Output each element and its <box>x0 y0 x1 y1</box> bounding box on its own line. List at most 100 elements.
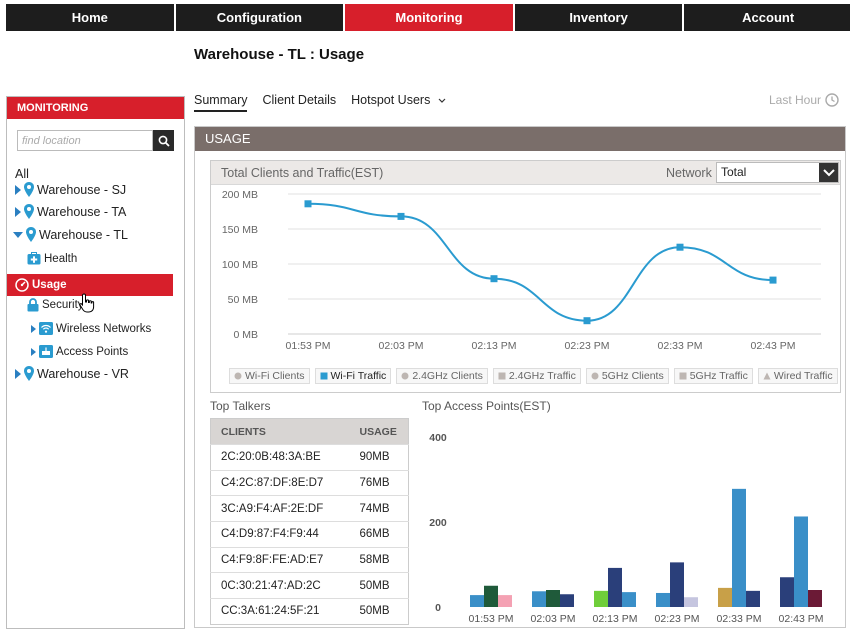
expand-icon[interactable] <box>15 206 21 217</box>
y-tick-label: 400 <box>429 432 447 444</box>
data-point[interactable] <box>304 200 312 208</box>
location-pin-icon <box>26 227 36 242</box>
nav-tab-account[interactable]: Account <box>684 4 850 31</box>
tree-item-label: Wireless Networks <box>56 322 152 335</box>
tree-item-label: Usage <box>32 279 67 291</box>
bar[interactable] <box>484 585 498 607</box>
bar[interactable] <box>532 591 546 607</box>
data-point[interactable] <box>583 317 591 325</box>
legend-item[interactable]: 5GHz Traffic <box>673 368 753 384</box>
location-search-input[interactable] <box>17 130 153 151</box>
bar[interactable] <box>546 590 560 607</box>
data-point[interactable] <box>769 276 777 284</box>
bar[interactable] <box>622 592 636 607</box>
bar[interactable] <box>594 590 608 607</box>
tree-item-warehouse-ta[interactable]: Warehouse - TA <box>15 204 126 219</box>
bar[interactable] <box>684 597 698 607</box>
bar[interactable] <box>470 595 484 607</box>
time-range-selector[interactable]: Last Hour <box>769 93 839 107</box>
bar[interactable] <box>656 592 670 607</box>
tree-item-security[interactable]: Security <box>27 298 84 312</box>
data-point[interactable] <box>490 275 498 283</box>
x-tick-label: 02:43 PM <box>779 613 824 625</box>
column-header: CLIENTS <box>210 418 350 445</box>
data-point[interactable] <box>397 212 405 220</box>
legend-item[interactable]: Wi-Fi Traffic <box>314 368 392 384</box>
time-range-label: Last Hour <box>769 93 822 107</box>
bar[interactable] <box>718 587 732 607</box>
tree-item-label: Access Points <box>56 345 129 358</box>
bar[interactable] <box>608 567 622 607</box>
bar[interactable] <box>560 594 574 607</box>
series-line-wifi-traffic <box>307 202 774 322</box>
tab-hotspot-users[interactable]: Hotspot Users <box>351 93 446 112</box>
client-mac-cell: CC:3A:61:24:5F:21 <box>210 598 350 625</box>
tree-item-warehouse-tl[interactable]: Warehouse - TL <box>13 227 128 242</box>
client-mac-cell: 2C:20:0B:48:3A:BE <box>210 444 350 471</box>
bar[interactable] <box>780 577 794 607</box>
nav-tab-monitoring[interactable]: Monitoring <box>345 4 513 31</box>
table-row: CC:3A:61:24:5F:21 50MB <box>210 598 409 625</box>
nav-tab-home[interactable]: Home <box>6 4 174 31</box>
expand-icon[interactable] <box>15 368 21 379</box>
legend-item[interactable]: Wi-Fi Clients <box>229 368 310 384</box>
bar[interactable] <box>808 590 822 607</box>
tab-client-details[interactable]: Client Details <box>262 93 337 107</box>
data-point[interactable] <box>676 243 684 251</box>
tree-item-access-points[interactable]: Access Points <box>31 345 128 358</box>
bar[interactable] <box>732 488 746 607</box>
x-tick-label: 02:13 PM <box>472 340 517 352</box>
expand-icon[interactable] <box>31 324 36 333</box>
legend-item[interactable]: 2.4GHz Clients <box>396 368 488 384</box>
tree-item-label: All <box>15 167 29 181</box>
tree-item-label: Warehouse - SJ <box>37 182 127 197</box>
chart-title: Total Clients and Traffic(EST) <box>221 166 384 180</box>
top-talkers-table: CLIENTS USAGE 2C:20:0B:48:3A:BE 90MB C4:2C… <box>210 418 409 625</box>
nav-tab-inventory[interactable]: Inventory <box>514 4 683 31</box>
nav-tab-configuration[interactable]: Configuration <box>175 4 344 31</box>
legend-label: Wired Traffic <box>773 370 833 382</box>
usage-cell: 74MB <box>349 495 409 522</box>
tree-item-warehouse-sj[interactable]: Warehouse - SJ <box>15 182 126 197</box>
network-dropdown-button[interactable] <box>819 163 838 182</box>
legend-label: 2.4GHz Clients <box>412 370 483 382</box>
legend-item[interactable]: 2.4GHz Traffic <box>492 368 581 384</box>
x-tick-label: 02:13 PM <box>593 613 638 625</box>
bar[interactable] <box>794 516 808 607</box>
chevron-down-icon <box>822 168 835 176</box>
clock-icon <box>825 93 839 107</box>
expand-icon[interactable] <box>15 184 21 195</box>
legend-label: 5GHz Traffic <box>689 370 748 382</box>
tree-item-label: Warehouse - TL <box>39 227 128 242</box>
bar[interactable] <box>746 590 760 607</box>
tab-summary[interactable]: Summary <box>194 93 248 112</box>
x-tick-label: 02:43 PM <box>751 340 796 352</box>
legend-item[interactable]: Wired Traffic <box>757 368 838 384</box>
collapse-icon[interactable] <box>13 231 23 238</box>
usage-cell: 58MB <box>349 546 409 573</box>
tree-item-all[interactable]: All <box>15 167 29 181</box>
y-tick-label: 0 MB <box>233 329 258 341</box>
client-mac-cell: C4:F9:8F:FE:AD:E7 <box>210 546 350 573</box>
legend-item[interactable]: 5GHz Clients <box>585 368 669 384</box>
square-icon <box>498 372 506 380</box>
search-button[interactable] <box>153 130 174 151</box>
tree-item-wireless-networks[interactable]: Wireless Networks <box>31 322 151 335</box>
network-select[interactable]: Total <box>716 162 839 183</box>
y-tick-label: 150 MB <box>222 224 258 236</box>
y-tick-label: 200 MB <box>222 189 258 201</box>
bar-chart: 400 200 0 01:53 PM 02:03 PM 02:13 PM 02:23 PM 0… <box>429 432 824 625</box>
table-row: C4:2C:87:DF:8E:D7 76MB <box>210 469 409 496</box>
bar[interactable] <box>670 562 684 607</box>
tree-item-warehouse-vr[interactable]: Warehouse - VR <box>15 366 129 381</box>
usage-panel: USAGE Total Clients and Traffic(EST) Net… <box>194 126 846 628</box>
x-tick-label: 01:53 PM <box>469 613 514 625</box>
network-select-value: Total <box>721 165 747 179</box>
tree-item-health[interactable]: Health <box>27 252 77 265</box>
bar[interactable] <box>498 595 512 607</box>
expand-icon[interactable] <box>31 347 36 356</box>
tree-item-usage[interactable]: Usage <box>7 274 173 296</box>
square-icon <box>320 372 327 380</box>
x-tick-label: 02:23 PM <box>655 613 700 625</box>
usage-header: USAGE <box>195 127 845 151</box>
